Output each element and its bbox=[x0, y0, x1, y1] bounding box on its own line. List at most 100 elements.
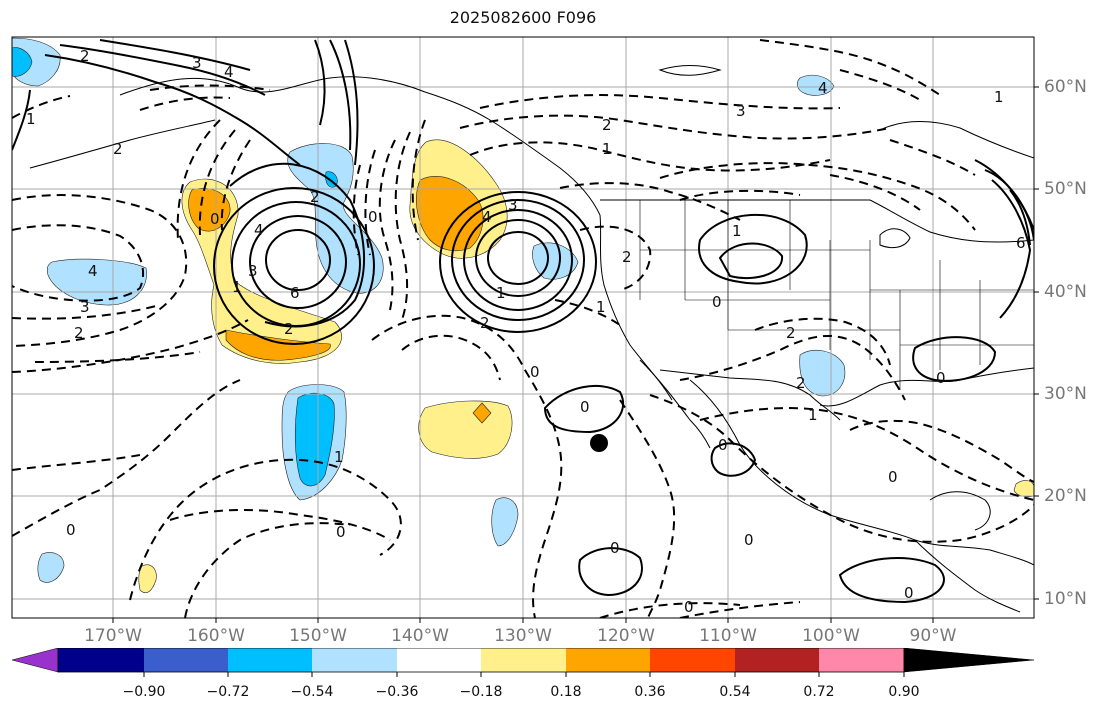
contour-label: 2 bbox=[796, 374, 806, 392]
contour-label: 3 bbox=[192, 54, 202, 72]
contour-label: 0 bbox=[530, 363, 540, 381]
shade-cyan-corner bbox=[12, 47, 33, 77]
contour-label: 1 bbox=[732, 222, 742, 240]
colorbar-segment bbox=[819, 648, 904, 672]
great-lakes bbox=[879, 228, 911, 249]
shade-blue-small-south bbox=[491, 497, 519, 547]
colorbar-segment bbox=[312, 648, 397, 672]
map-title: 2025082600 F096 bbox=[449, 8, 597, 27]
contour-label: 2 bbox=[480, 314, 490, 332]
lon-ticks bbox=[112, 618, 934, 623]
shade-blue-gulf bbox=[799, 349, 846, 397]
contour-label: 4 bbox=[88, 262, 98, 280]
shade-yellow-east bbox=[1013, 480, 1034, 498]
lon-label: 120°W bbox=[597, 626, 655, 646]
colorbar-tick-label: −0.54 bbox=[290, 684, 334, 700]
shade-blue-north bbox=[796, 74, 835, 96]
colorbar-tick-label: 0.36 bbox=[634, 684, 666, 700]
contour-label: 3 bbox=[736, 102, 746, 120]
colorbar-segment bbox=[735, 648, 819, 672]
colorbar-segment bbox=[228, 648, 312, 672]
contours-dashed bbox=[12, 39, 1034, 618]
alaska-coast bbox=[119, 76, 601, 216]
contour-label: 0 bbox=[904, 584, 914, 602]
contour-label: 1 bbox=[994, 88, 1004, 106]
colorbar-segment bbox=[481, 648, 566, 672]
gulf-coast bbox=[819, 367, 1034, 407]
shade-orange-west-b bbox=[225, 329, 331, 361]
contour-label: 3 bbox=[248, 262, 258, 280]
contour-label: 0 bbox=[66, 521, 76, 539]
contour-label: 1 bbox=[496, 284, 506, 302]
graticule bbox=[12, 37, 1034, 618]
contour-label: 6 bbox=[290, 284, 300, 302]
aleutian-chain bbox=[29, 119, 216, 169]
lon-label: 170°W bbox=[84, 626, 142, 646]
contour-label: 6 bbox=[1016, 234, 1026, 252]
colorbar-tick-label: −0.72 bbox=[206, 684, 250, 700]
contour-label: 2 bbox=[80, 47, 90, 65]
lon-label: 90°W bbox=[909, 626, 957, 646]
colorbar-arrow-right bbox=[903, 648, 1035, 673]
lat-label: 10°N bbox=[1044, 589, 1087, 609]
storm-marker bbox=[590, 434, 608, 452]
contour-label: 0 bbox=[336, 523, 346, 541]
greenland-tip bbox=[658, 65, 722, 76]
contour-label: 0 bbox=[368, 208, 378, 226]
contours-solid bbox=[12, 39, 1034, 604]
contour-label: 0 bbox=[744, 531, 754, 549]
contour-label: 3 bbox=[508, 196, 518, 214]
contour-label: 2 bbox=[113, 140, 123, 158]
shade-blue-small-sw bbox=[37, 552, 65, 583]
contour-label: 0 bbox=[718, 436, 728, 454]
contour-label: 0 bbox=[684, 598, 694, 616]
contour-label: 0 bbox=[210, 210, 220, 228]
mexico-coast bbox=[689, 379, 1034, 566]
weather-map: 2 3 4 2 1 0 4 3 2 1 6 4 3 2 0 4 3 1 2 2 … bbox=[11, 36, 1039, 623]
us-mexico-border bbox=[659, 369, 841, 421]
lon-label: 140°W bbox=[391, 626, 449, 646]
colorbar-tick-label: −0.36 bbox=[375, 684, 419, 700]
yucatan bbox=[929, 491, 991, 531]
contour-label: 1 bbox=[808, 406, 818, 424]
colorbar-tick-label: 0.90 bbox=[888, 684, 920, 700]
contour-label: 4 bbox=[482, 208, 492, 226]
lon-label: 130°W bbox=[494, 626, 552, 646]
contour-label: 1 bbox=[602, 140, 612, 158]
contour-label: 4 bbox=[254, 221, 264, 239]
lon-label: 150°W bbox=[289, 626, 347, 646]
colorbar-tick-label: 0.54 bbox=[719, 684, 751, 700]
contour-label: 1 bbox=[232, 278, 242, 296]
contour-label: 0 bbox=[888, 468, 898, 486]
contour-label: 1 bbox=[334, 448, 344, 466]
contour-label: 2 bbox=[284, 320, 294, 338]
colorbar-segment bbox=[397, 648, 481, 672]
colorbar-tick-label: 0.72 bbox=[803, 684, 835, 700]
shade-yellow-lower bbox=[418, 400, 513, 459]
central-america bbox=[914, 539, 1021, 613]
lon-label: 110°W bbox=[699, 626, 757, 646]
contour-label: 0 bbox=[712, 293, 722, 311]
contour-label: 0 bbox=[580, 398, 590, 416]
colorbar-tick-label: −0.90 bbox=[122, 684, 166, 700]
shade-orange-diamond bbox=[472, 402, 492, 424]
contour-label: 4 bbox=[818, 79, 828, 97]
lon-label: 160°W bbox=[187, 626, 245, 646]
colorbar-segment bbox=[566, 648, 650, 672]
colorbar-tick-label: 0.18 bbox=[550, 684, 582, 700]
contour-label: 1 bbox=[596, 298, 606, 316]
lat-label: 40°N bbox=[1044, 282, 1087, 302]
colorbar-arrow-left bbox=[11, 648, 59, 673]
contour-label: 2 bbox=[74, 324, 84, 342]
colorbar-segment bbox=[650, 648, 735, 672]
colorbar-segment bbox=[144, 648, 228, 672]
baja-peninsula bbox=[639, 359, 711, 449]
shade-yellow-small-sw bbox=[138, 564, 157, 593]
contour-label: 2 bbox=[786, 324, 796, 342]
hudson-area bbox=[879, 121, 1034, 159]
colorbar-ticks bbox=[143, 672, 905, 677]
contour-label: 1 bbox=[26, 110, 36, 128]
contour-label: 2 bbox=[622, 248, 632, 266]
lat-label: 30°N bbox=[1044, 384, 1087, 404]
contour-label: 2 bbox=[310, 188, 320, 206]
